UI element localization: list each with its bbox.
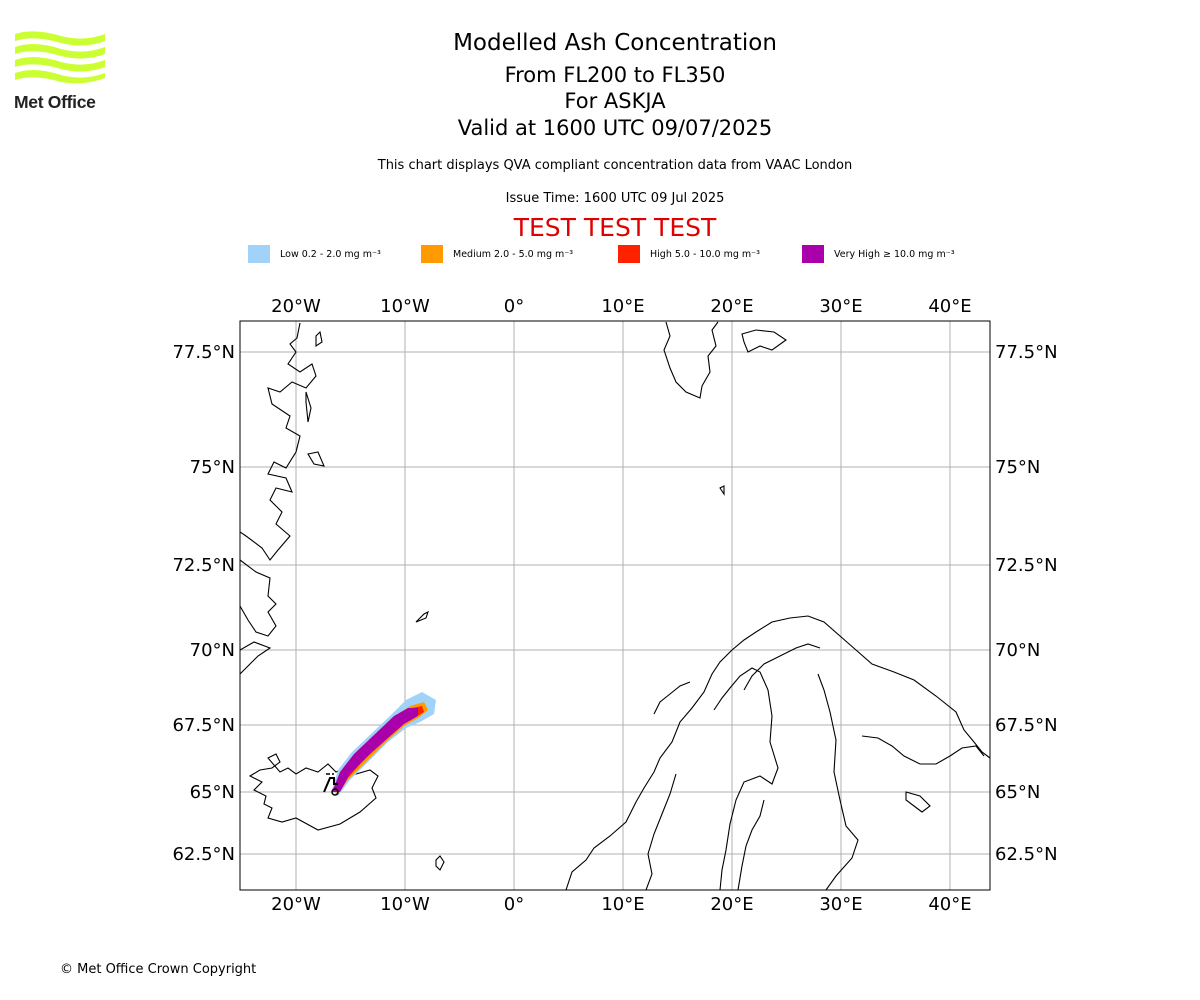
- met-office-logo: Met Office: [14, 30, 108, 112]
- coastline-greenland: [240, 322, 317, 561]
- lat-label-left: 72.5°N: [172, 555, 235, 576]
- lat-label-left: 75°N: [190, 457, 235, 478]
- flight-level-range: From FL200 to FL350: [504, 63, 726, 87]
- lat-label-left: 77.5°N: [172, 342, 235, 363]
- lat-label-left: 62.5°N: [172, 844, 235, 865]
- coastline-faroe: [435, 855, 445, 871]
- coastline-jan-mayen: [415, 610, 429, 623]
- lon-label-bottom: 10°E: [601, 894, 644, 915]
- lon-label-top: 20°E: [710, 296, 753, 317]
- legend-item-high: High 5.0 - 10.0 mg m⁻³: [618, 244, 760, 264]
- lat-label-left: 65°N: [190, 782, 235, 803]
- volcano-marker: [323, 773, 339, 796]
- lon-label-top: 10°E: [601, 296, 644, 317]
- lon-label-bottom: 40°E: [928, 894, 971, 915]
- ash-medium-region: [334, 702, 428, 794]
- legend-item-very-high: Very High ≥ 10.0 mg m⁻³: [802, 244, 955, 264]
- coastline-iceland: [248, 753, 379, 831]
- legend-swatch-very-high: [802, 245, 824, 263]
- legend-label-high: High 5.0 - 10.0 mg m⁻³: [650, 248, 760, 260]
- ash-very-high-region: [332, 708, 418, 792]
- lon-label-top: 20°W: [271, 296, 321, 317]
- ash-plume: [332, 692, 436, 796]
- legend-swatch-high: [618, 245, 640, 263]
- lon-label-bottom: 0°: [504, 894, 524, 915]
- legend-swatch-low: [248, 245, 270, 263]
- legend-swatch-medium: [421, 245, 443, 263]
- map-gridlines: [240, 321, 990, 890]
- lon-label-bottom: 20°E: [710, 894, 753, 915]
- lon-label-bottom: 30°E: [819, 894, 862, 915]
- map-background: [240, 321, 990, 890]
- lat-label-right: 62.5°N: [995, 844, 1058, 865]
- met-office-logo-text: Met Office: [14, 92, 96, 112]
- chart-description: This chart displays QVA compliant concen…: [377, 158, 853, 173]
- coastlines: [240, 321, 990, 890]
- lon-label-top: 30°E: [819, 296, 862, 317]
- lat-label-right: 70°N: [995, 640, 1040, 661]
- legend-label-medium: Medium 2.0 - 5.0 mg m⁻³: [453, 248, 574, 260]
- legend-item-medium: Medium 2.0 - 5.0 mg m⁻³: [421, 244, 573, 264]
- coastline-scandinavia: [565, 615, 990, 890]
- legend-label-very-high: Very High ≥ 10.0 mg m⁻³: [834, 248, 955, 260]
- lon-label-top: 0°: [504, 296, 524, 317]
- test-banner: TEST TEST TEST: [513, 213, 717, 242]
- issue-time: Issue Time: 1600 UTC 09 Jul 2025: [505, 191, 725, 206]
- coastline-svalbard: [663, 321, 719, 399]
- lat-label-left: 67.5°N: [172, 715, 235, 736]
- lat-label-right: 75°N: [995, 457, 1040, 478]
- lon-label-bottom: 10°W: [380, 894, 430, 915]
- lon-label-top: 40°E: [928, 296, 971, 317]
- volcano-name: For ASKJA: [564, 89, 666, 113]
- lat-label-right: 77.5°N: [995, 342, 1058, 363]
- legend-item-low: Low 0.2 - 2.0 mg m⁻³: [248, 244, 381, 264]
- chart-title: Modelled Ash Concentration: [453, 30, 777, 56]
- valid-time: Valid at 1600 UTC 09/07/2025: [457, 116, 773, 140]
- legend-label-low: Low 0.2 - 2.0 mg m⁻³: [280, 248, 381, 260]
- lat-label-right: 65°N: [995, 782, 1040, 803]
- map-frame: [239, 320, 991, 891]
- lat-label-left: 70°N: [190, 640, 235, 661]
- lon-label-bottom: 20°W: [271, 894, 321, 915]
- met-office-waves-icon: [15, 31, 105, 84]
- lat-label-right: 67.5°N: [995, 715, 1058, 736]
- lat-label-right: 72.5°N: [995, 555, 1058, 576]
- lon-label-top: 10°W: [380, 296, 430, 317]
- copyright-notice: © Met Office Crown Copyright: [60, 962, 257, 977]
